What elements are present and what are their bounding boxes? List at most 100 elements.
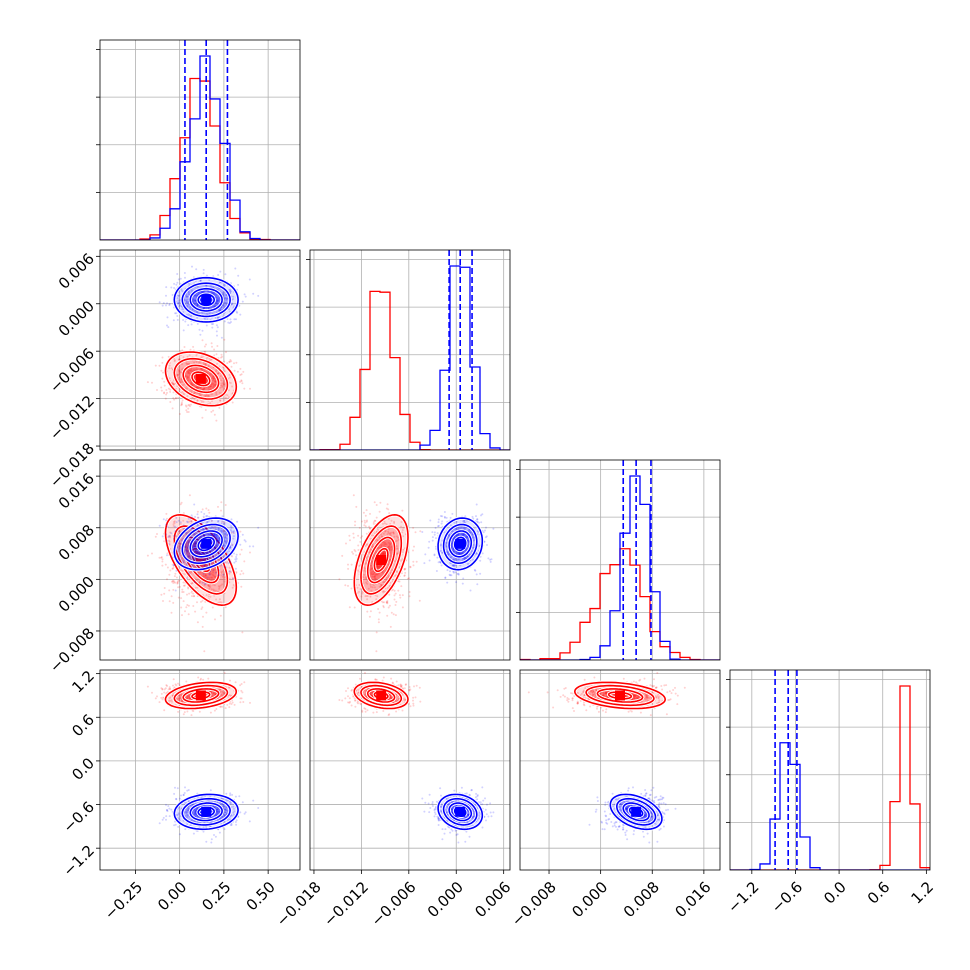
- sample-point: [240, 380, 243, 383]
- sample-point: [207, 509, 210, 512]
- sample-point: [202, 307, 205, 310]
- sample-point: [452, 548, 455, 551]
- sample-point: [186, 411, 189, 413]
- sample-point: [371, 546, 373, 549]
- sample-point: [204, 362, 207, 365]
- sample-point: [368, 550, 371, 553]
- sample-point: [183, 573, 186, 576]
- sample-point: [212, 323, 214, 325]
- axis-frame: [729, 669, 931, 871]
- sample-point: [225, 561, 228, 564]
- sample-point: [188, 354, 191, 357]
- sample-point: [376, 573, 379, 576]
- sample-point: [219, 529, 222, 532]
- sample-point: [210, 383, 213, 386]
- sample-point: [181, 614, 183, 617]
- sample-point: [178, 350, 181, 352]
- sample-point: [212, 574, 215, 577]
- sample-point: [450, 574, 453, 577]
- sample-point: [174, 589, 177, 592]
- sample-point: [234, 681, 237, 684]
- sample-point: [228, 360, 231, 363]
- sample-point: [459, 564, 462, 567]
- sample-point: [209, 562, 212, 565]
- axis-frame: [99, 459, 301, 661]
- sample-point: [203, 564, 206, 567]
- sample-point: [472, 517, 475, 520]
- scatter-panel-2-1: [309, 459, 511, 661]
- sample-point: [212, 409, 215, 412]
- sample-point: [188, 697, 191, 700]
- sample-point: [492, 527, 495, 530]
- sample-point: [450, 546, 453, 549]
- sample-point: [428, 540, 431, 543]
- sample-point: [257, 526, 260, 529]
- sample-point: [178, 370, 181, 372]
- sample-point: [223, 554, 226, 557]
- sample-point: [168, 367, 171, 370]
- sample-point: [182, 559, 185, 562]
- sample-point: [217, 585, 220, 588]
- sample-point: [469, 589, 472, 592]
- sample-point: [467, 543, 470, 546]
- sample-point: [409, 565, 412, 568]
- sample-point: [174, 572, 177, 575]
- scatter-panel-1-0: [99, 249, 301, 451]
- sample-point: [186, 546, 189, 549]
- sample-point: [178, 697, 181, 700]
- sample-point: [187, 517, 190, 520]
- sample-point: [169, 388, 172, 391]
- sample-point: [357, 549, 360, 551]
- sample-point: [369, 537, 372, 540]
- sample-point: [380, 545, 383, 547]
- sample-point: [215, 369, 218, 372]
- sample-point: [378, 565, 381, 568]
- sample-point: [475, 503, 478, 506]
- sample-point: [221, 529, 224, 532]
- sample-point: [208, 511, 211, 514]
- sample-point: [195, 392, 198, 394]
- sample-point: [181, 591, 184, 593]
- sample-point: [214, 380, 217, 383]
- sample-point: [447, 551, 449, 554]
- sample-point: [208, 395, 211, 398]
- sample-point: [187, 571, 190, 574]
- sample-point: [230, 525, 232, 528]
- contour-line: [437, 517, 484, 571]
- sample-point: [191, 516, 194, 519]
- sample-point: [360, 595, 363, 598]
- sample-point: [364, 562, 367, 565]
- sample-point: [216, 345, 219, 347]
- sample-point: [217, 520, 220, 522]
- sample-point: [231, 555, 234, 558]
- sample-point: [190, 714, 193, 717]
- sample-point: [215, 302, 218, 305]
- sample-point: [385, 507, 388, 510]
- sample-point: [205, 507, 208, 510]
- sample-point: [196, 399, 199, 402]
- sample-point: [440, 543, 442, 546]
- sample-point: [214, 545, 217, 548]
- sample-point: [211, 526, 214, 529]
- sample-point: [199, 305, 202, 308]
- sample-point: [176, 526, 179, 529]
- sample-point: [366, 542, 369, 545]
- sample-point: [401, 606, 404, 609]
- sample-point: [193, 557, 196, 560]
- sample-point: [188, 371, 191, 374]
- sample-point: [208, 306, 211, 309]
- sample-point: [214, 380, 216, 383]
- sample-point: [204, 395, 207, 397]
- axis-frame: [99, 39, 301, 241]
- sample-point: [197, 386, 200, 389]
- sample-point: [217, 527, 220, 530]
- sample-point: [215, 370, 217, 373]
- sample-point: [394, 614, 397, 617]
- sample-point: [212, 568, 215, 571]
- sample-point: [388, 547, 391, 550]
- sample-point: [480, 521, 483, 524]
- sample-point: [199, 279, 202, 282]
- sample-point: [221, 384, 224, 387]
- sample-point: [228, 550, 231, 553]
- sample-point: [217, 372, 219, 375]
